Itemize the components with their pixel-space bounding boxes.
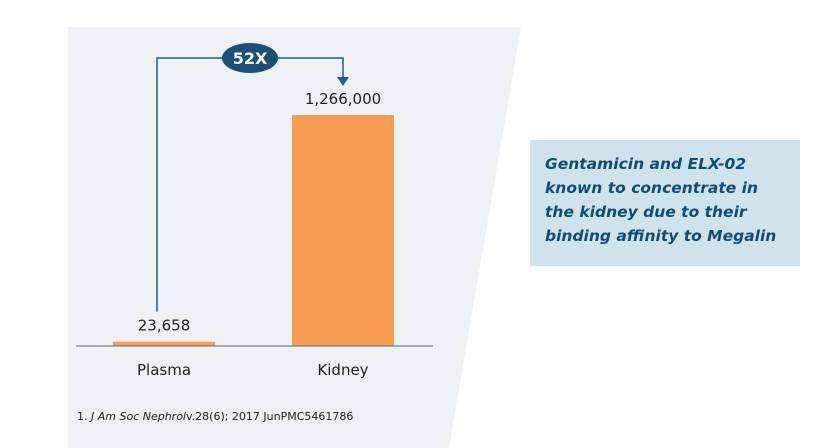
- bar-plasma: [113, 341, 215, 346]
- connector-arrowhead: [337, 77, 349, 86]
- bar-kidney: [292, 115, 394, 346]
- callout-box: Gentamicin and ELX-02 known to concentra…: [530, 140, 800, 266]
- value-label-plasma: 23,658: [138, 317, 191, 335]
- value-label-kidney: 1,266,000: [305, 90, 381, 108]
- category-label-kidney: Kidney: [317, 361, 368, 379]
- ratio-badge-background: [222, 43, 278, 73]
- ratio-badge: 52X: [222, 43, 278, 73]
- bars: [113, 115, 394, 346]
- ratio-badge-label: 52X: [233, 49, 268, 68]
- labels: 23,658 Plasma 1,266,000 Kidney: [137, 90, 381, 379]
- footnote-number: 1.: [77, 410, 91, 423]
- footnote: 1. J Am Soc Nephrolv.28(6); 2017 JunPMC5…: [77, 410, 353, 423]
- callout-text: Gentamicin and ELX-02 known to concentra…: [545, 155, 777, 245]
- category-label-plasma: Plasma: [137, 361, 191, 379]
- footnote-journal: J Am Soc Nephrol: [91, 410, 186, 423]
- footnote-details: v.28(6); 2017 JunPMC5461786: [186, 410, 354, 423]
